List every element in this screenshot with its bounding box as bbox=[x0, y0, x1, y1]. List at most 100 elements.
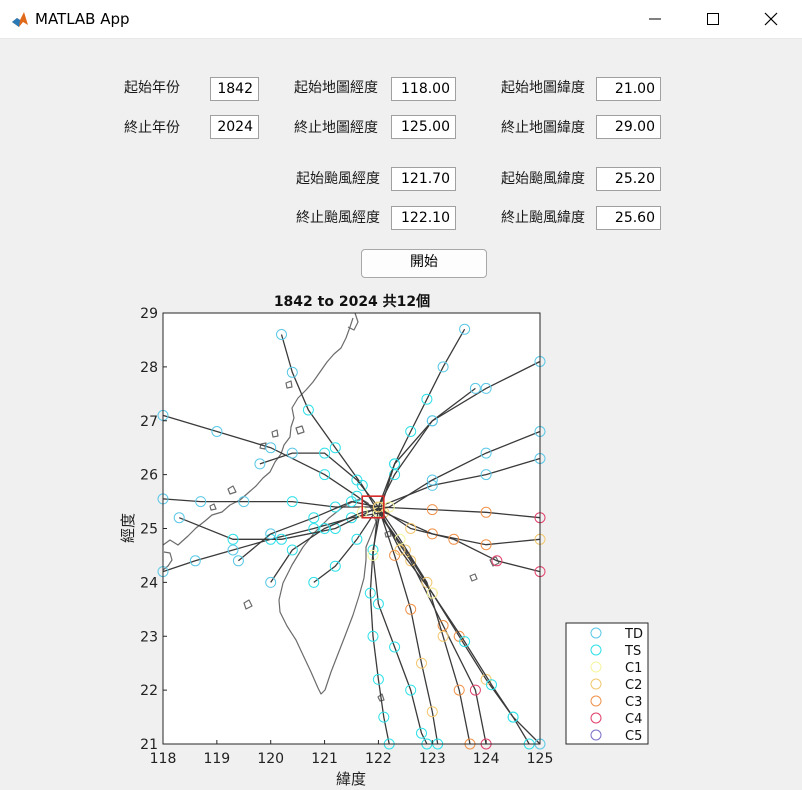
y-tick-label: 21 bbox=[140, 737, 158, 753]
legend-marker bbox=[590, 729, 602, 741]
track-point bbox=[507, 711, 519, 723]
end-year-field[interactable]: 2024 bbox=[210, 115, 259, 139]
map-end-lat-label: 終止地圖緯度 bbox=[501, 120, 585, 136]
legend-label: C1 bbox=[625, 661, 642, 676]
y-tick-label: 22 bbox=[140, 683, 158, 699]
y-tick-label: 29 bbox=[140, 306, 158, 322]
track-point bbox=[405, 603, 417, 615]
track-point bbox=[426, 528, 438, 540]
track-point bbox=[286, 447, 298, 459]
x-tick-label: 122 bbox=[365, 751, 392, 767]
track-point bbox=[469, 382, 481, 394]
map-start-lon-label: 起始地圖經度 bbox=[294, 80, 378, 96]
maximize-icon bbox=[707, 13, 719, 25]
start-year-field[interactable]: 1842 bbox=[210, 77, 259, 101]
track-point bbox=[372, 673, 384, 685]
close-button[interactable] bbox=[742, 0, 800, 38]
track-point bbox=[426, 504, 438, 516]
track-point bbox=[367, 549, 379, 561]
y-tick-label: 27 bbox=[140, 414, 158, 430]
minimize-button[interactable] bbox=[626, 0, 684, 38]
typhoon-tracks bbox=[157, 323, 546, 750]
track-point bbox=[372, 598, 384, 610]
track-point bbox=[389, 641, 401, 653]
track-point bbox=[453, 684, 465, 696]
map-end-lon-field[interactable]: 125.00 bbox=[391, 115, 456, 139]
x-tick-label: 124 bbox=[473, 751, 500, 767]
selection-box bbox=[361, 495, 385, 519]
track-point bbox=[211, 426, 223, 437]
track-point bbox=[276, 533, 287, 545]
track-point bbox=[405, 426, 417, 437]
x-tick-label: 119 bbox=[203, 751, 230, 767]
track-point bbox=[238, 496, 250, 508]
track-point bbox=[367, 630, 379, 642]
legend-box bbox=[565, 622, 649, 745]
start-button[interactable]: 開始 bbox=[361, 249, 487, 278]
track-point bbox=[405, 684, 417, 696]
start-year-label: 起始年份 bbox=[124, 80, 180, 96]
track-point bbox=[308, 523, 320, 534]
track-point bbox=[254, 458, 266, 470]
y-axis-label: 經度 bbox=[119, 513, 137, 543]
legend-label: TS bbox=[624, 644, 641, 659]
track-point bbox=[469, 684, 481, 696]
track-point bbox=[480, 469, 492, 481]
legend-marker bbox=[590, 695, 602, 707]
track-point bbox=[189, 555, 201, 567]
track-point bbox=[286, 496, 298, 508]
track-point bbox=[351, 533, 363, 545]
title-bar: MATLAB App bbox=[0, 0, 802, 39]
close-icon bbox=[764, 12, 778, 26]
chart-title: 1842 to 2024 共12個 bbox=[274, 293, 430, 310]
typhoon-start-lat-field[interactable]: 25.20 bbox=[596, 167, 661, 191]
x-tick-label: 123 bbox=[419, 751, 446, 767]
legend-marker bbox=[590, 644, 602, 656]
typhoon-track-chart: 1842 to 2024 共12個 118 119 120 121 122 123 124 1… bbox=[119, 293, 649, 788]
track-point bbox=[265, 576, 277, 588]
map-start-lon-field[interactable]: 118.00 bbox=[391, 77, 456, 101]
track-point bbox=[378, 711, 390, 723]
typhoon-start-lon-label: 起始颱風經度 bbox=[296, 171, 380, 187]
track-point bbox=[491, 555, 503, 567]
track-point bbox=[346, 496, 357, 508]
map-end-lat-field[interactable]: 29.00 bbox=[596, 115, 661, 139]
typhoon-end-lat-field[interactable]: 25.60 bbox=[596, 206, 661, 230]
x-axis: 118 119 120 121 122 123 124 125 bbox=[150, 740, 553, 767]
legend-label: C5 bbox=[625, 729, 642, 744]
track-line bbox=[377, 387, 541, 745]
x-tick-label: 118 bbox=[150, 751, 177, 767]
track-point bbox=[480, 506, 492, 518]
legend-label: C4 bbox=[625, 712, 642, 727]
y-tick-label: 28 bbox=[140, 360, 158, 376]
typhoon-end-lat-label: 終止颱風緯度 bbox=[501, 210, 585, 226]
x-tick-label: 121 bbox=[311, 751, 338, 767]
x-axis-label: 緯度 bbox=[336, 770, 366, 788]
track-point bbox=[308, 576, 320, 588]
track-point bbox=[319, 523, 331, 534]
track-point bbox=[448, 533, 460, 545]
track-point bbox=[426, 474, 438, 486]
track-point bbox=[232, 555, 244, 567]
track-line bbox=[259, 452, 471, 745]
track-point bbox=[426, 415, 438, 427]
track-point bbox=[173, 512, 185, 524]
track-point bbox=[486, 679, 497, 691]
track-point bbox=[437, 361, 449, 373]
typhoon-start-lon-field[interactable]: 121.70 bbox=[391, 167, 456, 191]
track-line bbox=[270, 430, 541, 583]
window-title: MATLAB App bbox=[35, 10, 130, 28]
end-year-label: 終止年份 bbox=[124, 120, 180, 136]
track-line bbox=[237, 500, 439, 745]
track-point bbox=[329, 560, 341, 572]
typhoon-end-lon-field[interactable]: 122.10 bbox=[391, 206, 456, 230]
track-point bbox=[276, 329, 287, 340]
track-point bbox=[437, 620, 449, 631]
map-start-lat-field[interactable]: 21.00 bbox=[596, 77, 661, 101]
y-tick-label: 26 bbox=[140, 468, 158, 484]
track-point bbox=[480, 539, 492, 551]
maximize-button[interactable] bbox=[684, 0, 742, 38]
legend-marker bbox=[590, 627, 602, 639]
track-point bbox=[286, 366, 298, 378]
track-point bbox=[394, 544, 406, 556]
